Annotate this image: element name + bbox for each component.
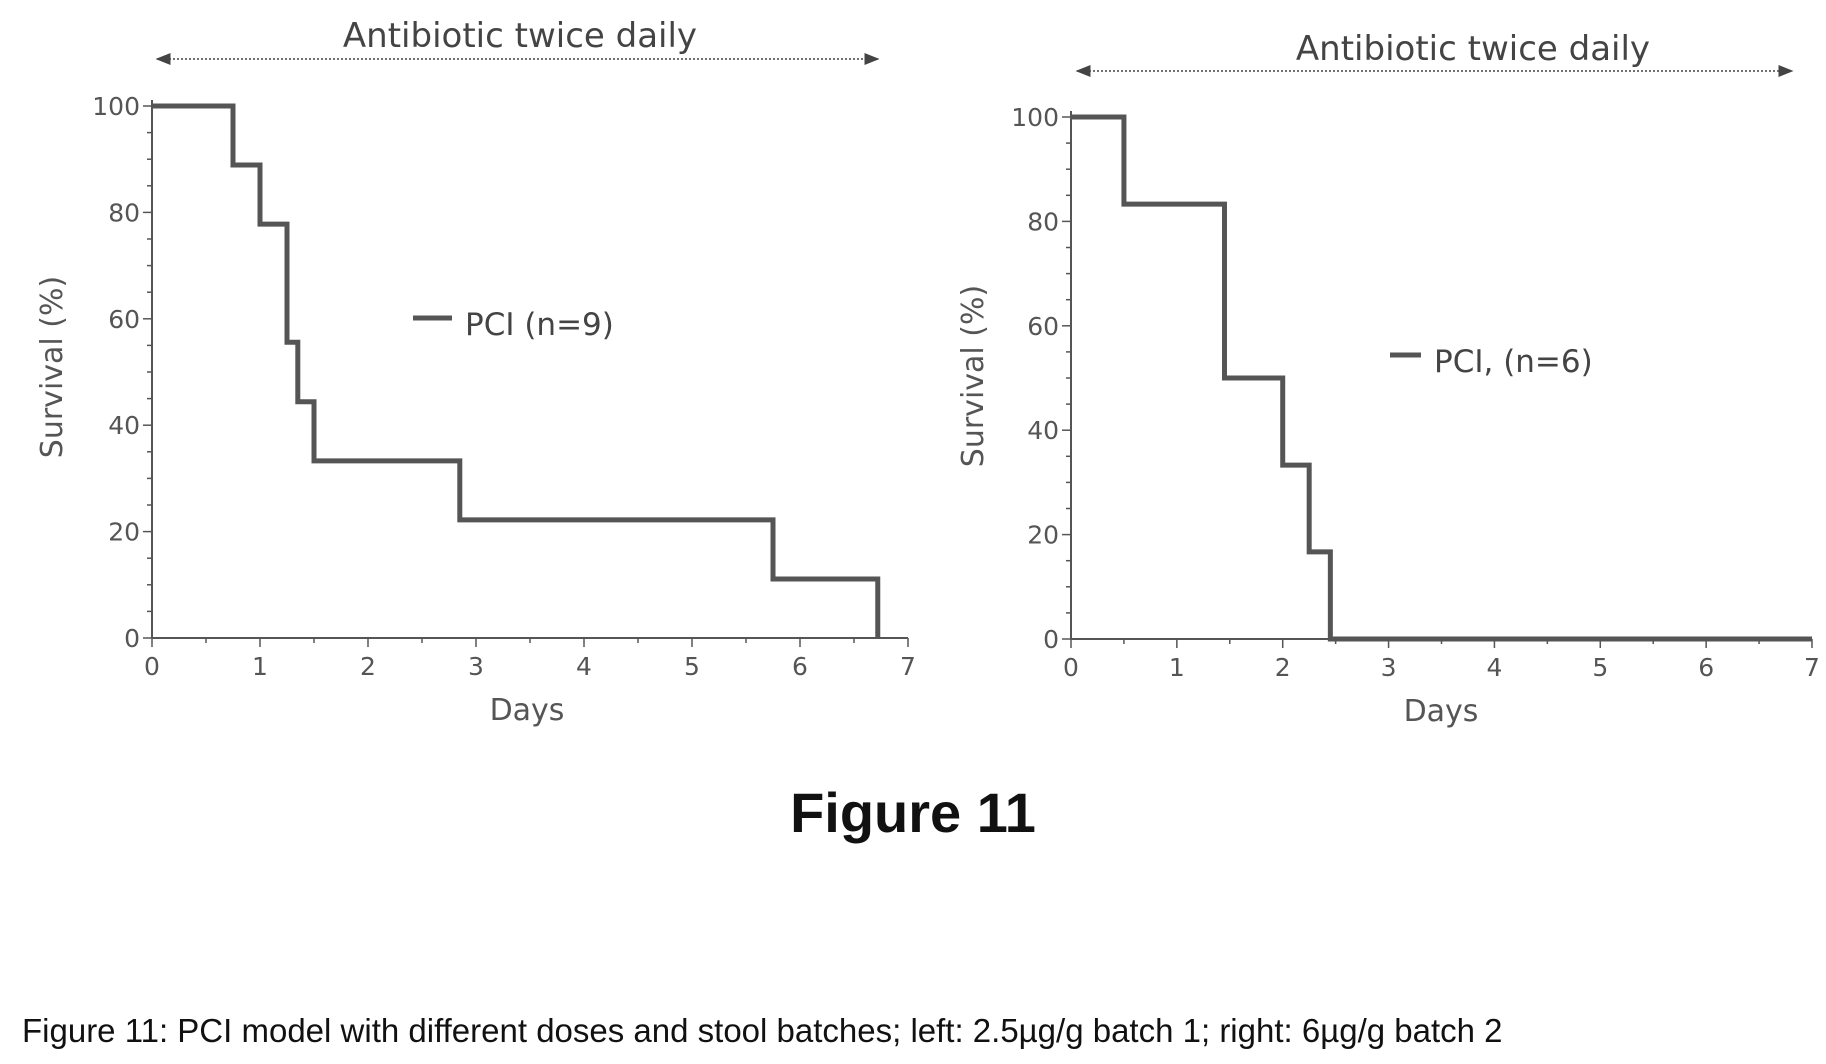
right-x-tick-label: 6 [1698,653,1714,682]
left-x-tick-label: 3 [468,652,484,681]
left-legend-label: PCI (n=9) [465,307,614,343]
left-x-tick-label: 7 [900,652,916,681]
left-y-tick-label: 0 [124,624,140,653]
left-x-tick-label: 0 [144,652,160,681]
left-y-tick-label: 20 [108,518,140,547]
left-y-axis-label: Survival (%) [35,276,70,458]
left-y-tick-label: 100 [92,92,140,121]
right-y-tick-label: 60 [1027,312,1059,341]
right-x-tick-label: 4 [1486,653,1502,682]
right-x-tick-label: 0 [1063,653,1079,682]
right-y-tick-label: 0 [1043,625,1059,654]
left-x-tick-label: 2 [360,652,376,681]
left-series-line [152,103,881,638]
right-survival-chart: Antibiotic twice daily Survival (%) Days… [956,29,1820,729]
right-x-tick-label: 2 [1275,653,1291,682]
figure-label: Figure 11 [790,781,1036,844]
right-x-tick-label: 7 [1804,653,1820,682]
right-y-axis-label: Survival (%) [956,285,991,467]
left-y-tick-label: 40 [108,411,140,440]
right-series-line [1071,114,1812,642]
right-x-axis-label: Days [1404,694,1479,729]
left-x-tick-label: 6 [792,652,808,681]
right-x-tick-label: 5 [1592,653,1608,682]
left-survival-chart: Antibiotic twice daily Survival (%) Days… [35,16,916,728]
left-x-tick-label: 4 [576,652,592,681]
right-y-tick-label: 20 [1027,521,1059,550]
right-x-tick-label: 3 [1381,653,1397,682]
right-legend-label: PCI, (n=6) [1434,344,1593,380]
left-x-axis-label: Days [490,693,565,728]
left-annotation-text: Antibiotic twice daily [343,16,697,56]
right-y-tick-label: 40 [1027,416,1059,445]
figure-caption: Figure 11: PCI model with different dose… [22,1012,1503,1049]
right-x-tick-label: 1 [1169,653,1185,682]
left-x-tick-label: 1 [252,652,268,681]
right-y-tick-label: 100 [1011,103,1059,132]
left-x-tick-label: 5 [684,652,700,681]
right-annotation-text: Antibiotic twice daily [1296,29,1650,69]
left-y-tick-label: 80 [108,198,140,227]
right-y-tick-label: 80 [1027,207,1059,236]
left-y-tick-label: 60 [108,305,140,334]
